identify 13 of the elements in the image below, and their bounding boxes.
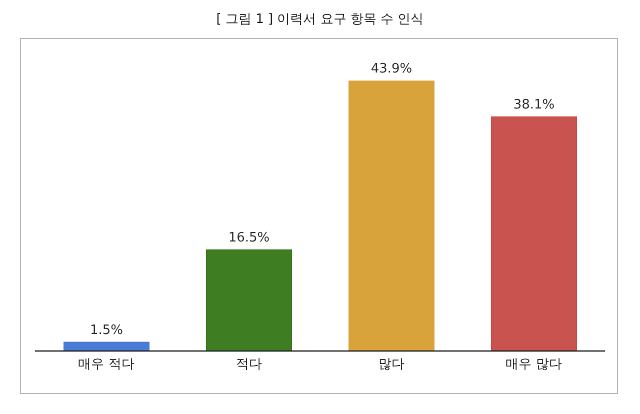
bar bbox=[64, 342, 150, 351]
data-label: 1.5% bbox=[90, 322, 124, 338]
chart-title: [ 그림 1 ] 이력서 요구 항목 수 인식 bbox=[215, 11, 425, 28]
data-label: 43.9% bbox=[370, 62, 412, 77]
x-tick-label: 적다 bbox=[236, 357, 262, 372]
bar bbox=[206, 249, 292, 351]
x-tick-label: 많다 bbox=[378, 357, 404, 372]
bar bbox=[491, 116, 577, 351]
x-tick-label: 매우 많다 bbox=[506, 357, 562, 372]
data-label: 16.5% bbox=[228, 230, 270, 246]
bar bbox=[348, 80, 434, 351]
data-label: 38.1% bbox=[513, 97, 555, 112]
x-tick-label: 매우 적다 bbox=[78, 357, 134, 372]
